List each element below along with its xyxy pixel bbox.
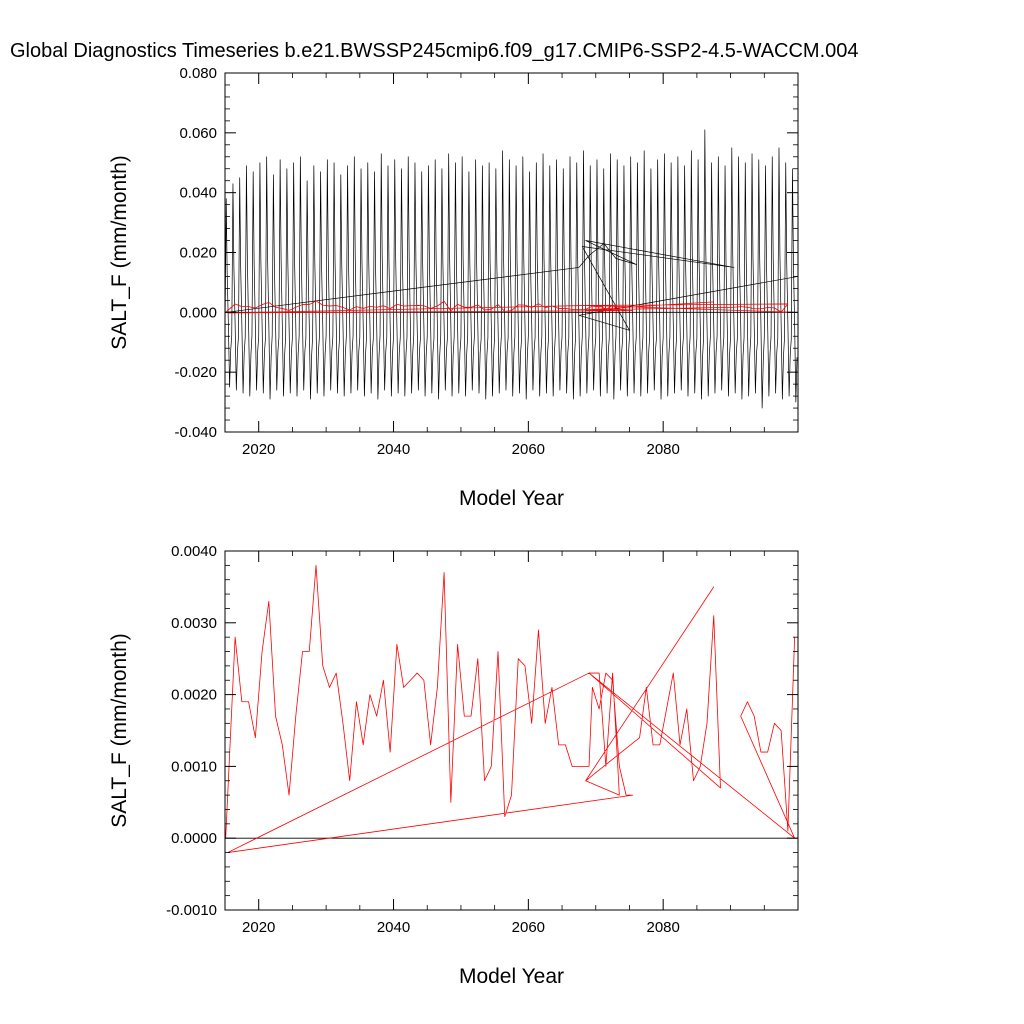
bottom-plot-frame xyxy=(224,550,799,911)
top-ytick-label: -0.020 xyxy=(174,364,217,381)
top-ytick-label: 0.020 xyxy=(179,245,217,262)
top-xtick-label: 2020 xyxy=(242,441,275,458)
bottom-panel: 2020 2040 2060 2080 -0.0010 0.0000 0.0010 0.002… xyxy=(108,543,799,988)
top-ytick-label: -0.040 xyxy=(174,424,217,441)
bottom-xtick-label: 2040 xyxy=(377,919,410,936)
top-ytick-label: 0.060 xyxy=(179,125,217,142)
bottom-ytick-label: 0.0020 xyxy=(171,687,217,704)
bottom-ytick-label: 0.0010 xyxy=(171,758,217,775)
bottom-axes: 2020 2040 2060 2080 -0.0010 0.0000 0.0010 0.002… xyxy=(166,543,799,936)
top-series-monthly-wrap xyxy=(226,240,799,331)
bottom-ytick-label: 0.0030 xyxy=(171,615,217,632)
bottom-series-annual xyxy=(225,564,796,853)
top-panel: 2020 2040 2060 2080 -0.040 -0.020 0.000 0.020 0.… xyxy=(108,65,799,510)
top-xtick-label: 2040 xyxy=(377,441,410,458)
top-series-group xyxy=(224,129,799,409)
bottom-x-axis-label: Model Year xyxy=(459,965,564,988)
bottom-ytick-label: -0.0010 xyxy=(166,902,217,919)
top-ytick-label: 0.000 xyxy=(179,304,217,321)
top-axes: 2020 2040 2060 2080 -0.040 -0.020 0.000 0.020 0.… xyxy=(174,65,799,458)
bottom-y-axis-label: SALT_F (mm/month) xyxy=(108,633,131,827)
bottom-xtick-label: 2060 xyxy=(512,919,545,936)
top-xtick-label: 2060 xyxy=(512,441,545,458)
bottom-series-group xyxy=(225,564,798,853)
chart-title: Global Diagnostics Timeseries b.e21.BWSS… xyxy=(10,40,859,62)
top-series-annual xyxy=(225,300,795,314)
bottom-ytick-label: 0.0040 xyxy=(171,543,217,560)
top-ytick-label: 0.040 xyxy=(179,185,217,202)
bottom-xtick-label: 2020 xyxy=(242,919,275,936)
bottom-ytick-label: 0.0000 xyxy=(171,830,217,847)
top-ytick-label: 0.080 xyxy=(179,65,217,82)
top-xtick-label: 2080 xyxy=(646,441,679,458)
bottom-xtick-label: 2080 xyxy=(646,919,679,936)
top-x-axis-label: Model Year xyxy=(459,487,564,510)
top-y-axis-label: SALT_F (mm/month) xyxy=(108,155,131,349)
top-series-monthly xyxy=(224,129,798,409)
